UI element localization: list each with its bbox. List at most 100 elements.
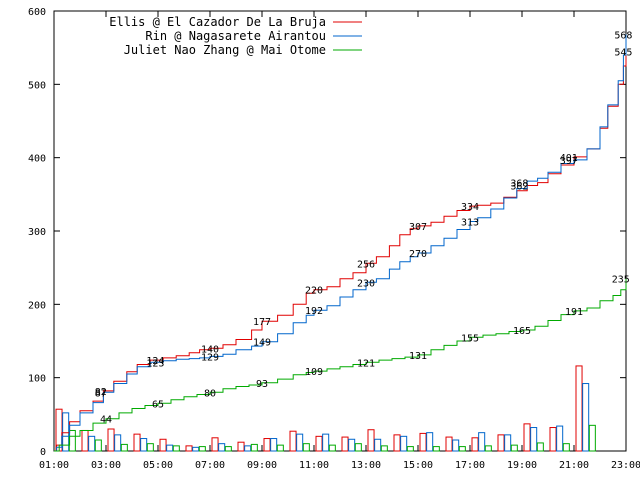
hourly-bar	[393, 434, 401, 452]
x-tick-label: 17:00	[455, 460, 485, 471]
hourly-bar	[426, 432, 434, 452]
hourly-bar	[374, 438, 382, 452]
hourly-bar	[114, 434, 122, 452]
x-tick-label: 07:00	[195, 460, 225, 471]
data-label: 397	[560, 156, 578, 167]
legend-label: Ellis @ El Cazador De La Bruja	[109, 15, 326, 29]
data-label: 568	[614, 30, 632, 41]
hourly-bar	[354, 443, 362, 452]
hourly-bar	[159, 438, 167, 452]
data-label: 177	[253, 317, 271, 328]
legend-label: Juliet Nao Zhang @ Mai Otome	[124, 43, 326, 57]
data-label: 270	[409, 249, 427, 260]
hourly-bar	[250, 443, 258, 452]
hourly-bar	[68, 429, 76, 452]
x-tick-label: 21:00	[559, 460, 589, 471]
hourly-bar	[322, 433, 330, 452]
series-line	[54, 278, 627, 452]
hourly-bar	[582, 383, 590, 452]
legend-label: Rin @ Nagasarete Airantou	[145, 29, 326, 43]
hourly-bar	[432, 446, 440, 452]
hourly-bar	[400, 435, 408, 452]
x-tick-label: 11:00	[299, 460, 329, 471]
x-tick-label: 09:00	[247, 460, 277, 471]
hourly-bar	[452, 439, 460, 452]
hourly-bar	[341, 436, 349, 452]
hourly-bar	[192, 446, 200, 452]
hourly-bar	[328, 444, 336, 452]
hourly-bar	[562, 443, 570, 452]
hourly-bar	[536, 442, 544, 452]
hourly-bar	[348, 438, 356, 452]
hourly-bar	[445, 436, 453, 452]
hourly-bar	[81, 429, 89, 452]
hourly-bar	[62, 412, 70, 452]
series-lines-layer	[54, 34, 627, 452]
hourly-bar	[140, 438, 148, 452]
data-label: 131	[409, 351, 427, 362]
x-tick-label: 03:00	[91, 460, 121, 471]
data-label: 121	[357, 358, 375, 369]
data-label: 109	[305, 367, 323, 378]
hourly-bar	[146, 443, 154, 452]
hourly-bar	[276, 444, 284, 452]
series-line	[54, 51, 627, 452]
x-tick-label: 23:00	[611, 460, 640, 471]
data-label: 334	[461, 202, 479, 213]
hourly-bar	[218, 443, 226, 452]
hourly-bar	[484, 445, 492, 452]
hourly-bar	[406, 446, 414, 452]
data-label: 362	[510, 182, 528, 193]
y-tick-label: 200	[28, 300, 46, 311]
data-label: 129	[201, 352, 219, 363]
data-labels-layer: 82 124 140 177 220 256 307 334 362 401 545 87 123 129…	[95, 30, 633, 425]
plot-frame	[53, 10, 627, 452]
y-tick-label: 500	[28, 80, 46, 91]
series-line	[54, 34, 627, 452]
hourly-bar	[172, 445, 180, 452]
hourly-bar	[237, 441, 245, 452]
data-label: 123	[146, 358, 164, 369]
hourly-bar	[380, 445, 388, 452]
hourly-bar	[315, 435, 323, 452]
data-label: 368	[510, 179, 528, 190]
hourly-bar	[302, 443, 310, 452]
y-tick-label: 400	[28, 154, 46, 165]
y-tick-label: 600	[28, 7, 46, 18]
data-label: 230	[357, 278, 375, 289]
data-label: 401	[560, 153, 578, 164]
x-tick-label: 15:00	[403, 460, 433, 471]
hourly-bar	[530, 427, 538, 452]
hourly-bar	[120, 443, 128, 452]
x-tick-label: 05:00	[143, 460, 173, 471]
y-tick-label: 0	[40, 447, 46, 458]
data-label: 140	[201, 344, 219, 355]
data-label: 313	[461, 217, 479, 228]
hourly-bar	[211, 437, 219, 452]
x-tick-label: 13:00	[351, 460, 381, 471]
x-tick-label: 01:00	[39, 460, 69, 471]
data-label: 165	[513, 326, 531, 337]
data-label: 191	[565, 307, 583, 318]
hourly-bar	[458, 446, 466, 452]
data-label: 124	[146, 356, 164, 367]
hourly-bar	[270, 438, 278, 452]
data-label: 220	[305, 286, 323, 297]
data-label: 307	[409, 222, 427, 233]
axes-layer: 0 100 200 300 400 500 600 01:00 03:00 05:00 07:00 0…	[28, 7, 640, 471]
data-label: 87	[95, 388, 107, 399]
hourly-bars-layer	[55, 365, 596, 452]
hourly-bar	[549, 427, 557, 452]
hourly-bar	[107, 428, 115, 452]
hourly-bar	[575, 365, 583, 452]
hourly-bar	[523, 423, 531, 452]
hourly-bar	[133, 433, 141, 452]
data-label: 82	[95, 387, 107, 398]
hourly-bar	[263, 438, 271, 452]
hourly-bar	[166, 444, 174, 452]
data-label: 155	[461, 333, 479, 344]
hourly-bar	[419, 432, 427, 452]
data-label: 545	[614, 47, 632, 58]
